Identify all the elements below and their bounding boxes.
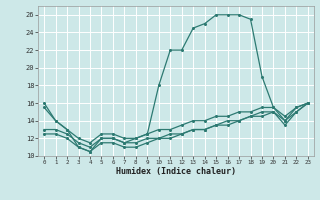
X-axis label: Humidex (Indice chaleur): Humidex (Indice chaleur) — [116, 167, 236, 176]
